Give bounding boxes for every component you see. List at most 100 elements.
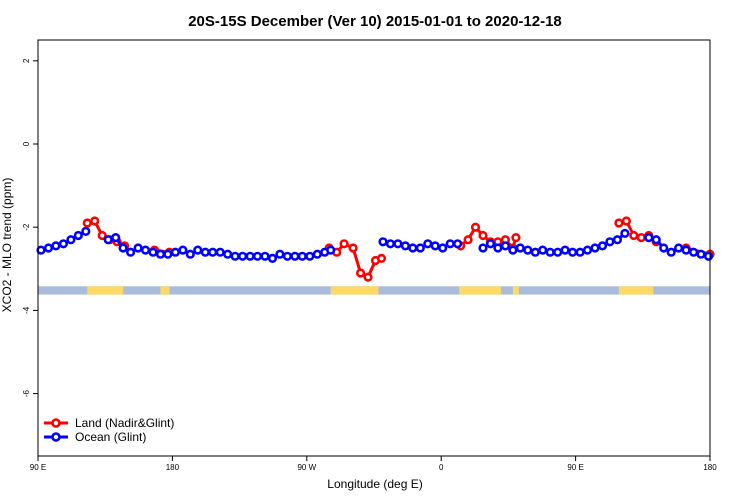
data-point [605,237,615,247]
x-axis-label: Longitude (deg E) [327,477,422,491]
data-point [215,247,225,257]
chart-title: 20S-15S December (Ver 10) 2015-01-01 to … [188,13,562,30]
data-point [103,235,113,245]
y-tick-label: -4 [22,306,31,314]
data-point [178,245,188,255]
data-point [267,253,278,263]
data-point [530,247,540,257]
x-tick-label: 90 E [30,463,46,472]
data-point [703,251,714,261]
data-point [126,247,136,257]
land-band-span [512,286,519,295]
series-layer [36,216,715,282]
y-tick-label: 0 [22,141,31,146]
data-point [90,216,100,226]
data-point [51,241,61,251]
data-point [339,239,349,249]
x-axis: 90 E 180 90 W 0 90 E 180 [30,456,717,472]
data-point [644,233,654,243]
data-point [659,243,669,253]
data-point [73,230,83,241]
data-point [393,239,403,249]
data-point [140,245,151,255]
data-point [326,245,336,255]
data-point [681,245,691,255]
data-point [453,239,463,249]
series-ocean [36,226,714,263]
x-tick-label: 180 [166,463,180,472]
data-point [305,251,315,261]
data-point [485,239,496,249]
data-point [575,247,585,257]
data-point [163,249,173,259]
data-point [582,245,593,255]
x-tick-label: 90 E [567,463,583,472]
data-point [275,249,285,259]
data-point [223,249,233,259]
y-axis: 2 0 -2 -4 -6 [22,58,38,397]
data-point [66,235,76,245]
land-band-span [618,286,654,295]
data-point [43,243,54,253]
data-point [673,243,684,253]
legend-swatch-marker [51,418,61,428]
data-point [238,251,248,261]
data-point [230,251,240,261]
x-tick-label: 0 [439,463,444,472]
legend-label: Land (Nadir&Glint) [75,416,174,430]
land-band-span [330,286,379,295]
data-point [81,226,91,236]
data-point [400,241,411,251]
data-point [508,245,518,255]
data-point [385,239,396,249]
data-point [597,241,608,251]
y-tick-label: -2 [22,223,31,231]
data-point [97,230,107,241]
data-point [445,239,455,249]
data-point [208,247,218,257]
legend-swatch-marker [51,432,61,442]
data-point [621,216,632,226]
data-point [185,249,195,259]
legend: Land (Nadir&Glint)Ocean (Glint) [44,416,174,444]
data-point [590,243,600,253]
data-point [438,243,448,253]
data-point [58,239,69,249]
data-point [629,230,639,241]
land-band-span [160,286,170,295]
data-point [155,249,166,259]
land-band-span [87,286,124,295]
data-point [363,272,373,282]
data-point [200,247,210,257]
data-point [348,243,358,253]
data-point [260,251,270,261]
data-point [696,249,706,259]
data-point [245,251,255,261]
data-point [118,243,128,253]
data-point [523,245,533,255]
data-point [553,247,563,257]
data-point [312,249,322,259]
data-point [282,251,293,261]
data-point [252,251,263,261]
x-tick-label: 90 W [297,463,316,472]
data-point [378,237,388,247]
data-point [470,222,481,232]
data-point [423,239,433,249]
data-point [356,268,366,278]
data-point [430,241,440,251]
y-tick-label: 2 [22,58,31,63]
legend-label: Ocean (Glint) [75,430,146,444]
x-tick-label: 180 [703,463,717,472]
data-point [666,247,676,257]
data-point [515,243,525,253]
data-point [297,251,307,261]
data-point [688,247,699,257]
data-point [511,233,521,243]
data-point [545,247,555,257]
data-point [636,233,646,243]
data-point [478,230,488,241]
data-point [415,243,425,253]
